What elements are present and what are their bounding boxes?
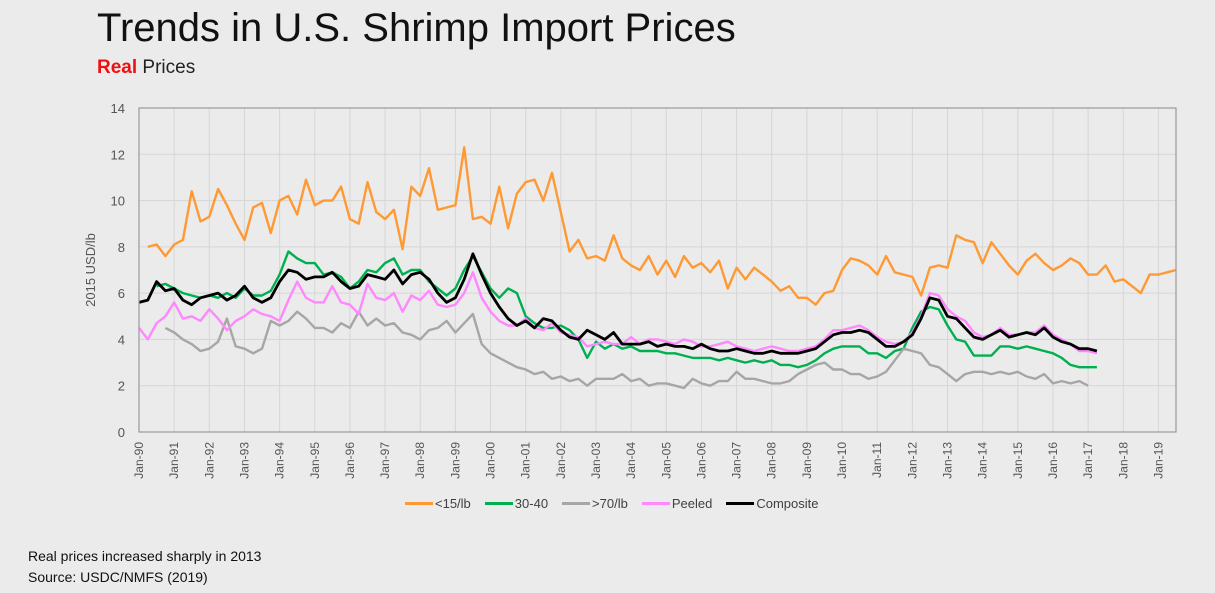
series-line-70-lb <box>164 310 1089 390</box>
x-tick-label: Jan-96 <box>343 442 357 479</box>
x-tick-label: Jan-93 <box>237 442 251 479</box>
x-tick-label: Jan-99 <box>448 442 462 479</box>
x-tick-label: Jan-05 <box>659 442 673 479</box>
x-tick-label: Jan-98 <box>413 442 427 479</box>
x-tick-label: Jan-91 <box>167 442 181 479</box>
series-line-15-lb <box>147 146 1177 306</box>
x-tick-label: Jan-04 <box>624 442 638 479</box>
x-tick-label: Jan-06 <box>694 442 708 479</box>
y-tick-label: 4 <box>118 332 125 347</box>
series-lines <box>138 146 1177 390</box>
x-tick-label: Jan-11 <box>870 442 884 478</box>
x-tick-label: Jan-94 <box>273 442 287 479</box>
x-tick-label: Jan-16 <box>1046 442 1060 479</box>
x-tick-label: Jan-13 <box>941 442 955 479</box>
subtitle-rest: Prices <box>142 57 196 78</box>
y-tick-label: 10 <box>111 194 125 209</box>
x-tick-label: Jan-17 <box>1081 442 1095 479</box>
legend-item: <15/lb <box>405 496 471 511</box>
x-tick-label: Jan-01 <box>519 442 533 479</box>
legend-label: >70/lb <box>592 496 628 511</box>
x-tick-label: Jan-95 <box>308 442 322 479</box>
page-subtitle: Real Prices <box>97 57 195 79</box>
x-tick-label: Jan-90 <box>132 442 146 479</box>
x-tick-label: Jan-92 <box>202 442 216 479</box>
plot-frame <box>138 107 1177 433</box>
series-line-peeled <box>138 271 1098 355</box>
x-tick-label: Jan-10 <box>835 442 849 479</box>
legend-swatch <box>562 502 591 505</box>
source-text: Source: USDC/NMFS (2019) <box>28 569 208 585</box>
series-line-composite <box>138 252 1098 355</box>
y-axis-label: 2015 USD/lb <box>83 233 98 307</box>
x-tick-labels: Jan-90 Jan-91 Jan-92 Jan-93 Jan-94 Jan-95 Jan-… <box>132 442 1165 479</box>
legend-label: <15/lb <box>435 496 471 511</box>
x-tick-label: Jan-00 <box>484 442 498 479</box>
legend-item: Composite <box>726 496 818 511</box>
page-title: Trends in U.S. Shrimp Import Prices <box>97 6 736 50</box>
series-line-30-40 <box>156 250 1097 369</box>
y-tick-label: 2 <box>118 379 125 394</box>
legend-label: Composite <box>756 496 819 511</box>
legend-item: Peeled <box>641 496 713 511</box>
legend: <15/lb 30-40 >70/lb Peeled Composite <box>405 496 818 511</box>
x-tick-label: Jan-15 <box>1011 442 1025 479</box>
y-tick-label: 8 <box>118 240 125 255</box>
x-tick-label: Jan-09 <box>800 442 814 479</box>
legend-label: 30-40 <box>514 496 549 511</box>
legend-swatch <box>726 502 755 505</box>
legend-item: >70/lb <box>562 496 628 511</box>
legend-swatch <box>641 502 670 505</box>
x-tick-label: Jan-12 <box>905 442 919 479</box>
x-tick-label: Jan-02 <box>554 442 568 479</box>
x-tick-label: Jan-14 <box>976 442 990 479</box>
x-tick-label: Jan-19 <box>1151 442 1165 479</box>
x-tick-label: Jan-03 <box>589 442 603 479</box>
legend-item: 30-40 <box>484 496 549 511</box>
x-tick-label: Jan-08 <box>765 442 779 479</box>
legend-label: Peeled <box>671 496 713 511</box>
subtitle-highlight: Real <box>97 57 138 78</box>
legend-swatch <box>405 502 433 505</box>
y-tick-label: 12 <box>111 147 125 162</box>
x-tick-label: Jan-18 <box>1116 442 1130 479</box>
x-tick-label: Jan-07 <box>730 442 744 479</box>
x-tick-label: Jan-97 <box>378 442 392 479</box>
y-tick-label: 6 <box>118 286 125 301</box>
legend-swatch <box>484 502 513 505</box>
y-tick-label: 0 <box>118 425 125 440</box>
note-text: Real prices increased sharply in 2013 <box>28 548 262 564</box>
y-tick-label: 14 <box>111 101 125 116</box>
y-tick-labels: 0 2 4 6 8 10 12 14 <box>111 101 125 440</box>
